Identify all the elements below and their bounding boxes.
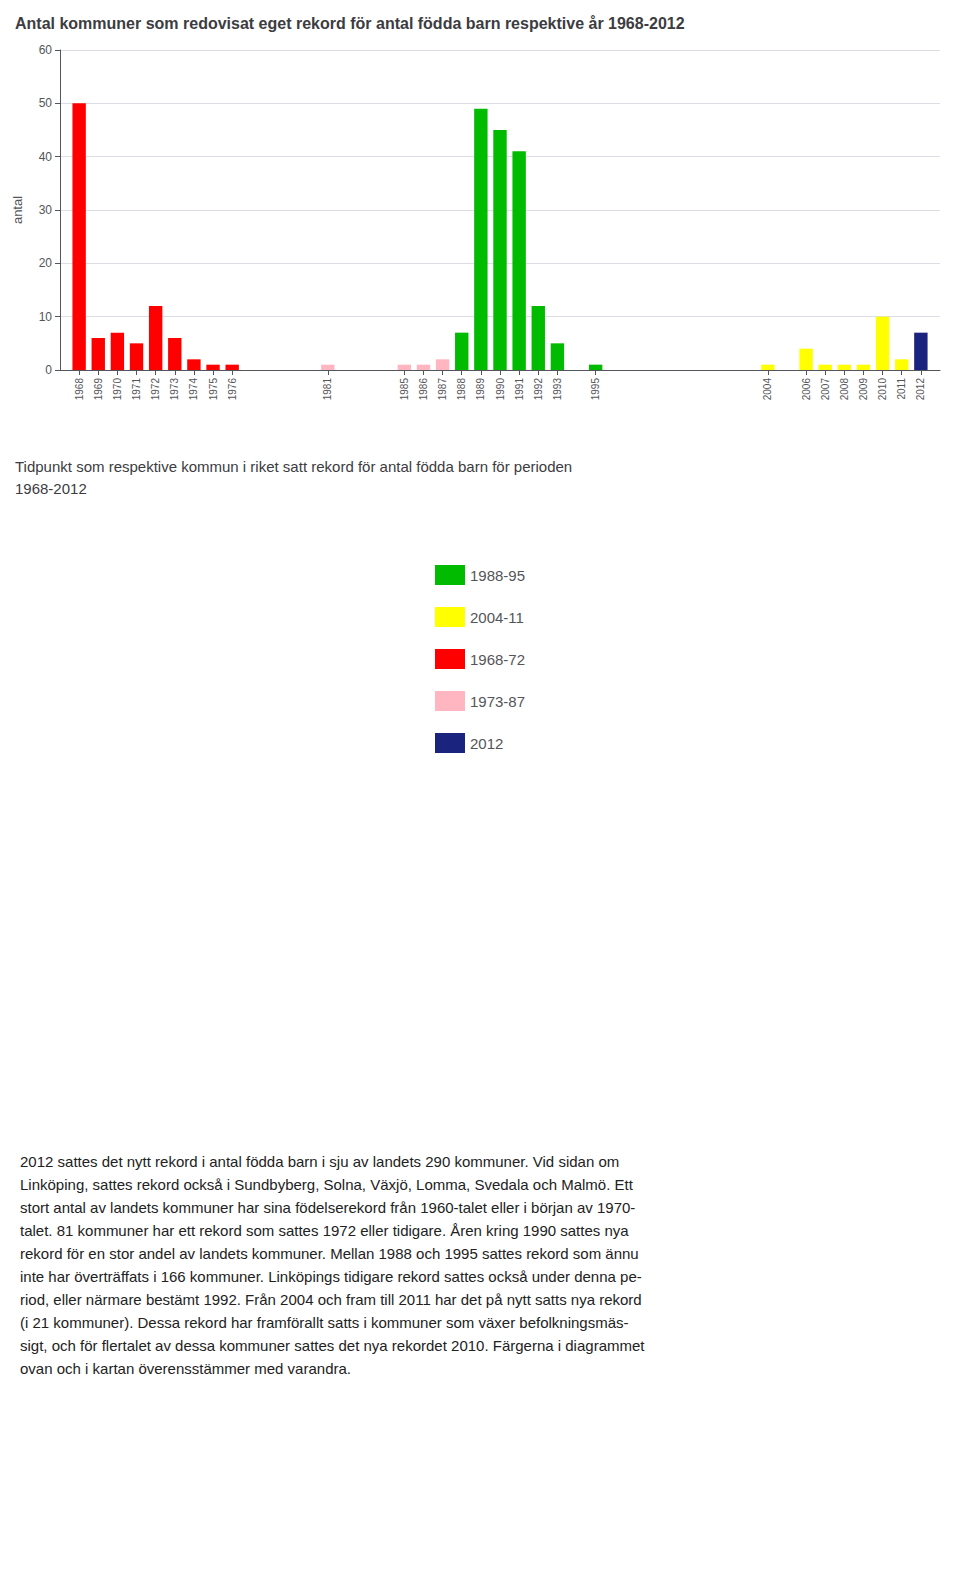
svg-text:1991: 1991: [514, 378, 525, 401]
svg-text:40: 40: [39, 150, 53, 164]
svg-text:2009: 2009: [858, 378, 869, 401]
svg-text:2007: 2007: [820, 378, 831, 401]
svg-text:1971: 1971: [131, 378, 142, 401]
svg-text:2012 sattes det nytt rekord i: 2012 sattes det nytt rekord i antal född…: [20, 1153, 619, 1170]
svg-text:inte har överträffats i 166 ko: inte har överträffats i 166 kommuner. Li…: [20, 1268, 642, 1285]
svg-text:1989: 1989: [475, 378, 486, 401]
svg-text:2004-11: 2004-11: [470, 609, 524, 626]
svg-text:2008: 2008: [839, 378, 850, 401]
svg-text:1976: 1976: [227, 378, 238, 401]
svg-text:1981: 1981: [322, 378, 333, 401]
svg-text:Tidpunkt som respektive kommun: Tidpunkt som respektive kommun i riket s…: [15, 458, 572, 475]
svg-text:1992: 1992: [533, 378, 544, 401]
svg-text:1988: 1988: [456, 378, 467, 401]
svg-text:2004: 2004: [762, 378, 773, 401]
svg-text:2010: 2010: [877, 378, 888, 401]
svg-text:sigt, och för flertalet av des: sigt, och för flertalet av dessa kommune…: [20, 1337, 645, 1354]
svg-text:Linköping, sattes rekord också: Linköping, sattes rekord också i Sundbyb…: [20, 1176, 634, 1193]
svg-text:1975: 1975: [208, 378, 219, 401]
svg-text:1968-72: 1968-72: [470, 651, 525, 668]
svg-text:rekord för en stor andel av la: rekord för en stor andel av landets komm…: [20, 1245, 639, 1262]
svg-text:1973: 1973: [169, 378, 180, 401]
svg-text:ovan och i kartan överensstämm: ovan och i kartan överensstämmer med var…: [20, 1360, 351, 1377]
svg-text:60: 60: [39, 43, 53, 57]
svg-text:1986: 1986: [418, 378, 429, 401]
svg-text:stort antal av landets kommune: stort antal av landets kommuner har sina…: [20, 1199, 635, 1216]
svg-text:50: 50: [39, 96, 53, 110]
svg-text:1973-87: 1973-87: [470, 693, 525, 710]
svg-text:1969: 1969: [93, 378, 104, 401]
svg-text:2006: 2006: [801, 378, 812, 401]
svg-text:antal: antal: [10, 196, 25, 224]
svg-text:20: 20: [39, 256, 53, 270]
svg-text:1993: 1993: [552, 378, 563, 401]
svg-text:1995: 1995: [590, 378, 601, 401]
svg-text:2012: 2012: [915, 378, 926, 401]
svg-text:1974: 1974: [188, 378, 199, 401]
svg-text:1990: 1990: [495, 378, 506, 401]
svg-text:30: 30: [39, 203, 53, 217]
svg-text:Antal kommuner som redovisat e: Antal kommuner som redovisat eget rekord…: [15, 15, 685, 32]
svg-text:1988-95: 1988-95: [470, 567, 525, 584]
svg-text:2012: 2012: [470, 735, 503, 752]
svg-text:riod, eller närmare bestämt 19: riod, eller närmare bestämt 1992. Från 2…: [20, 1291, 642, 1308]
svg-text:talet. 81 kommuner har ett rek: talet. 81 kommuner har ett rekord som sa…: [20, 1222, 629, 1239]
svg-text:1987: 1987: [437, 378, 448, 401]
svg-text:1972: 1972: [150, 378, 161, 401]
svg-text:10: 10: [39, 310, 53, 324]
svg-text:1970: 1970: [112, 378, 123, 401]
svg-text:2011: 2011: [896, 378, 907, 400]
svg-text:1968-2012: 1968-2012: [15, 480, 87, 497]
svg-text:0: 0: [45, 363, 52, 377]
svg-text:1968: 1968: [74, 378, 85, 401]
svg-text:(i 21 kommuner). Dessa rekord: (i 21 kommuner). Dessa rekord har framfö…: [20, 1314, 629, 1331]
svg-text:1985: 1985: [399, 378, 410, 401]
